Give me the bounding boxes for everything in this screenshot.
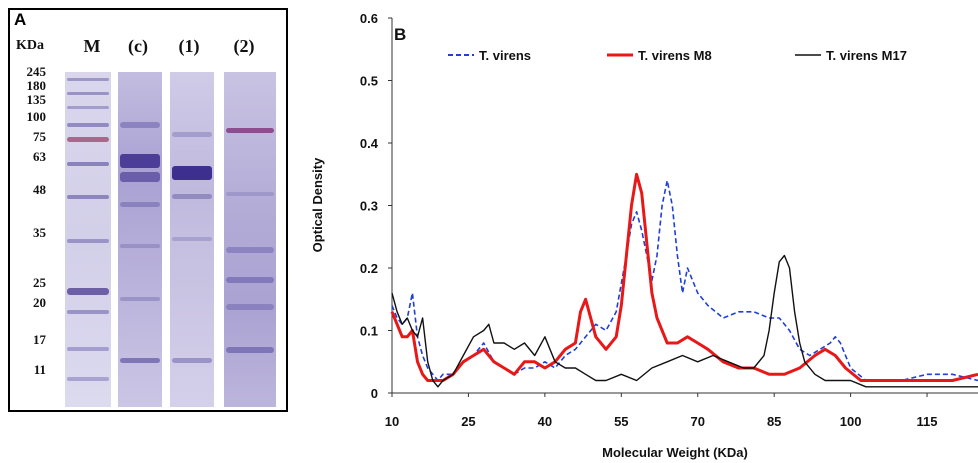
- gel-band: [226, 192, 274, 196]
- gel-band: [67, 195, 109, 199]
- x-tick-label: 25: [461, 414, 475, 429]
- marker-25: 25: [33, 275, 46, 290]
- series-layer: [390, 172, 978, 388]
- gel-band: [120, 172, 160, 182]
- x-tick-label: 100: [840, 414, 862, 429]
- y-tick-label: 0.1: [360, 324, 378, 339]
- gel-band: [67, 78, 109, 81]
- gel-band: [120, 122, 160, 128]
- gel-band: [226, 128, 274, 133]
- gel-lane-marker: [65, 72, 111, 407]
- marker-135: 135: [26, 92, 47, 107]
- lane-label-m: M: [83, 36, 101, 56]
- gel-band: [67, 377, 109, 381]
- gel-band: [67, 162, 109, 166]
- series-line-t-virens: [391, 179, 978, 382]
- series-line-t-virens-m17: [391, 254, 978, 388]
- gel-band: [120, 244, 160, 248]
- lane-label-1: (1): [178, 36, 200, 56]
- x-tick-label: 70: [691, 414, 705, 429]
- panel-label-b: B: [394, 25, 406, 44]
- y-tick-label: 0.3: [360, 199, 378, 214]
- gel-band: [172, 166, 212, 180]
- marker-20: 20: [33, 295, 46, 310]
- gel-band: [172, 358, 212, 363]
- kda-unit-label: KDa: [16, 38, 44, 53]
- gel-panel: A KDa M (c) (1) (2) 245 180 135 100 75 6…: [8, 8, 288, 412]
- marker-11: 11: [33, 362, 46, 377]
- marker-100: 100: [26, 109, 47, 124]
- gel-band: [67, 347, 109, 351]
- gel-band: [226, 347, 274, 353]
- gel-band: [67, 92, 109, 95]
- gel-band: [226, 247, 274, 253]
- gel-band: [172, 194, 212, 199]
- marker-17: 17: [33, 332, 46, 347]
- x-tick-label: 40: [538, 414, 552, 429]
- gel-band: [67, 137, 109, 142]
- series-line-t-virens-m8: [390, 172, 978, 382]
- legend-label-t-virens-m17: T. virens M17: [826, 48, 907, 63]
- y-tick-label: 0.2: [360, 261, 378, 276]
- gel-band: [120, 297, 160, 301]
- y-tick-label: 0.4: [360, 136, 379, 151]
- gel-band: [172, 132, 212, 137]
- y-tick-label: 0.6: [360, 11, 378, 26]
- gel-lane-2: [224, 72, 276, 407]
- gel-band: [226, 277, 274, 283]
- panel-label-a: A: [14, 10, 27, 29]
- marker-63: 63: [33, 149, 46, 164]
- gel-band: [67, 106, 109, 109]
- gel-band: [67, 288, 109, 295]
- y-axis-ticks: 0 0.1 0.2 0.3 0.4 0.5 0.6: [360, 11, 392, 401]
- marker-48: 48: [33, 182, 46, 197]
- lane-label-c: (c): [128, 36, 148, 56]
- x-axis-ticks: 10 25 40 55 70 85 100 115: [385, 393, 938, 429]
- lane-label-2: (2): [233, 36, 255, 56]
- gel-band: [172, 237, 212, 241]
- legend: T. virens T. virens M8 T. virens M17: [448, 48, 907, 63]
- gel-band: [67, 310, 109, 314]
- gel-band: [120, 358, 160, 363]
- gel-band: [67, 239, 109, 243]
- marker-75: 75: [33, 129, 46, 144]
- x-axis-title: Molecular Weight (KDa): [602, 445, 748, 460]
- gel-band: [120, 202, 160, 207]
- legend-label-t-virens: T. virens: [479, 48, 531, 63]
- gel-band: [67, 123, 109, 127]
- legend-label-t-virens-m8: T. virens M8: [638, 48, 712, 63]
- gel-band: [226, 304, 274, 310]
- y-axis-title: Optical Density: [310, 157, 325, 252]
- gel-lane-1: [170, 72, 214, 407]
- gel-lane-c: [118, 72, 162, 407]
- x-tick-label: 85: [767, 414, 781, 429]
- x-tick-label: 10: [385, 414, 399, 429]
- gel-band: [120, 154, 160, 168]
- x-tick-label: 115: [917, 414, 938, 429]
- x-tick-label: 55: [614, 414, 628, 429]
- y-tick-label: 0.5: [360, 74, 378, 89]
- marker-35: 35: [33, 225, 46, 240]
- marker-180: 180: [26, 78, 47, 93]
- y-tick-label: 0: [371, 386, 378, 401]
- marker-245: 245: [26, 64, 47, 79]
